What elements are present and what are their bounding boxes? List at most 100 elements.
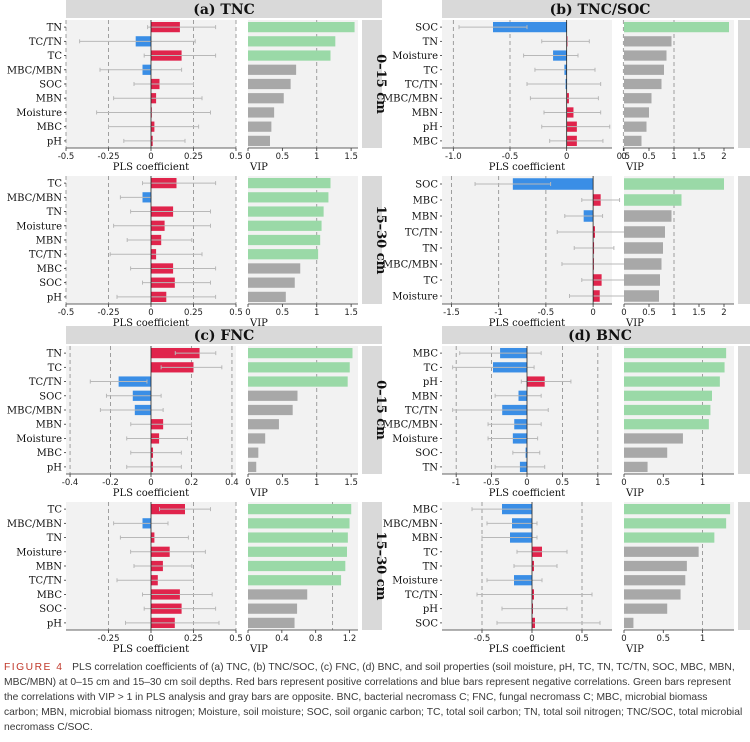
- vip-bar: [624, 603, 668, 614]
- vip-x-tick-label: 1: [700, 478, 705, 488]
- coef-axis-label: PLS coefficient: [113, 318, 189, 329]
- row-label: SOC: [415, 180, 438, 191]
- vip-bar: [624, 121, 647, 132]
- row-SOC: SOC: [415, 617, 634, 629]
- row-label: MBC: [413, 349, 439, 360]
- vip-bar: [248, 404, 293, 416]
- vip-x-tick-label: 1.5: [344, 152, 358, 162]
- depth-label: 0–15 cm: [373, 54, 388, 114]
- row-Moisture: Moisture: [16, 433, 266, 445]
- vip-bar: [624, 532, 715, 543]
- coef-x-tick-label: 0: [524, 478, 529, 488]
- vip-bar: [248, 518, 350, 529]
- coef-x-tick-label: 0.5: [229, 308, 243, 318]
- depth-strip: [362, 20, 382, 148]
- row-label: MBC: [413, 505, 439, 516]
- row-label: MBC/MBN: [7, 65, 62, 76]
- row-label: MBC/MBN: [383, 420, 438, 431]
- vip-bar: [248, 21, 355, 33]
- vip-bar: [248, 390, 298, 401]
- row-MBC/MBN: MBC/MBN: [383, 419, 709, 431]
- row-MBN: MBN: [412, 210, 672, 223]
- depth-label: 0–15 cm: [373, 380, 388, 440]
- depth-strip: [362, 502, 382, 630]
- row-label: MBN: [412, 108, 439, 119]
- row-label: pH: [423, 377, 438, 388]
- row-TC: TC: [48, 50, 331, 62]
- row-label: MBC: [37, 264, 63, 275]
- row-TC: TC: [48, 503, 352, 516]
- row-Moisture: Moisture: [16, 220, 322, 232]
- vip-bar: [248, 93, 284, 104]
- vip-axis-label: VIP: [249, 644, 268, 655]
- coef-axis-label: PLS coefficient: [489, 318, 565, 329]
- vip-x-tick-label: 0.5: [276, 478, 290, 488]
- vip-x-tick-label: 0.5: [276, 152, 290, 162]
- row-label: TN: [47, 23, 63, 34]
- vip-bar: [248, 36, 336, 47]
- row-label: Moisture: [392, 576, 438, 587]
- vip-x-tick-label: 0: [621, 478, 626, 488]
- vip-bar: [624, 404, 711, 416]
- row-label: pH: [47, 618, 62, 629]
- row-label: MBC/MBN: [7, 406, 62, 417]
- coef-x-tick-label: 1: [595, 478, 600, 488]
- depth-panel-1: 15–30 cmSOCMBCMBNTC/TNTNMBC/MBNTCMoistur…: [383, 176, 750, 329]
- row-TN: TN: [47, 532, 348, 544]
- coef-x-tick-label: 0.2: [185, 478, 199, 488]
- vip-bar: [248, 447, 259, 458]
- vip-bar: [624, 194, 682, 206]
- vip-bar: [248, 177, 331, 189]
- row-label: Moisture: [16, 434, 62, 445]
- chart-block-2: (c) FNC 0–15 cm TN TC TC/TN SOC MBC/MBN MBN Mois…: [7, 326, 388, 655]
- vip-bar: [248, 121, 272, 132]
- coef-x-tick-label: 0.5: [617, 152, 631, 162]
- row-label: MBC/MBN: [7, 519, 62, 530]
- coef-panel-bg: [442, 176, 612, 304]
- row-TC/TN: TC/TN: [29, 376, 348, 388]
- row-MBC/MBN: MBC/MBN: [383, 93, 652, 105]
- coef-x-tick-label: 0: [529, 634, 534, 644]
- row-TC/TN: TC/TN: [29, 249, 319, 261]
- row-label: TN: [423, 37, 439, 48]
- coef-x-tick-label: 0.5: [575, 634, 589, 644]
- vip-bar: [624, 461, 648, 473]
- coef-x-tick-label: -0.5: [58, 308, 75, 318]
- coef-x-tick-label: -0.5: [538, 308, 555, 318]
- vip-x-tick-label: 0: [245, 152, 250, 162]
- chart-block-0: (a) TNC 0–15 cm TN TC/TN TC MBC/MBN SOC MBN Mois…: [7, 0, 388, 329]
- depth-label: 15–30 cm: [373, 532, 388, 601]
- vip-bar: [624, 575, 686, 586]
- row-label: pH: [47, 136, 62, 147]
- row-pH: pH: [47, 291, 286, 303]
- chart-title: (d) BNC: [568, 328, 632, 344]
- coef-x-tick-label: 0: [590, 308, 595, 318]
- row-Moisture: Moisture: [392, 290, 659, 303]
- depth-panel-0: 0–15 cmSOCTNMoistureTCTC/TNMBC/MBNMBNpHM…: [383, 20, 750, 173]
- row-label: pH: [423, 604, 438, 615]
- vip-bar: [624, 36, 672, 47]
- coef-axis-label: PLS coefficient: [489, 162, 565, 173]
- chart-title: (b) TNC/SOC: [550, 2, 651, 18]
- row-label: TN: [423, 562, 439, 573]
- row-label: MBN: [36, 94, 63, 105]
- title-strip: [442, 0, 750, 18]
- vip-x-tick-label: 2: [721, 152, 726, 162]
- vip-x-tick-label: 1.5: [344, 308, 358, 318]
- row-label: SOC: [415, 23, 438, 34]
- vip-bar: [248, 291, 286, 303]
- vip-x-tick-label: 0.8: [309, 634, 323, 644]
- coef-x-tick-label: 0.25: [184, 152, 203, 162]
- vip-axis-label: VIP: [625, 644, 644, 655]
- row-MBN: MBN: [36, 560, 346, 573]
- vip-bar: [248, 78, 291, 90]
- depth-strip: [362, 346, 382, 474]
- row-label: SOC: [39, 80, 62, 91]
- row-TN: TN: [47, 206, 324, 218]
- figure-caption: FIGURE 4 PLS correlation coefficients of…: [4, 660, 744, 735]
- vip-bar: [248, 263, 301, 274]
- row-TN: TN: [423, 560, 687, 573]
- vip-bar: [248, 362, 350, 373]
- vip-bar: [248, 64, 297, 75]
- vip-bar: [624, 390, 712, 401]
